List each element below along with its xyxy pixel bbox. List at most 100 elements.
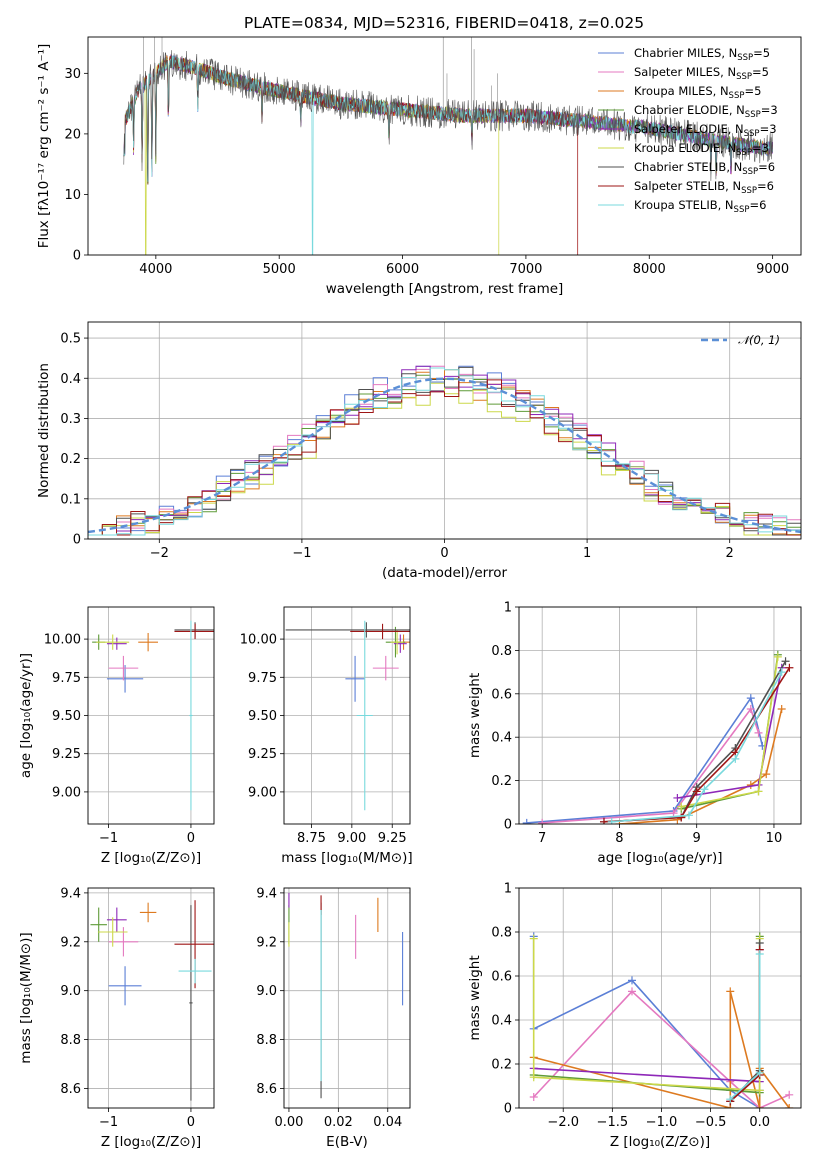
x-tick-label: 2 — [726, 546, 734, 561]
data-point-marker — [754, 787, 763, 796]
legend-label-main: Salpeter STELIB, N — [634, 179, 741, 193]
data-point-marker — [755, 1068, 764, 1077]
data-point-marker — [607, 817, 616, 824]
x-tick-label: 9000 — [756, 262, 789, 277]
plot-area — [285, 620, 410, 811]
errorbar-point — [372, 655, 399, 681]
legend-label-main: Salpeter MILES, N — [634, 65, 736, 79]
y-tick-label: 9.4 — [60, 886, 81, 901]
y-tick-label: 9.25 — [248, 747, 277, 762]
y-tick-label: 9.2 — [60, 935, 81, 950]
y-axis-label: Normed distribution — [36, 363, 52, 498]
errorbar-point — [345, 655, 365, 702]
y-tick-label: 9.75 — [248, 671, 277, 686]
x-axis-label: Z [log₁₀(Z/Z⊙)] — [610, 1134, 710, 1150]
x-tick-label: 5000 — [263, 262, 296, 277]
data-point-marker — [781, 657, 790, 666]
y-axis-label: age [log₁₀(age/yr)] — [18, 653, 34, 778]
y-tick-label: 1 — [504, 601, 512, 616]
y-tick-label: 0.4 — [491, 731, 512, 746]
legend-label-main: Kroupa STELIB, N — [634, 198, 734, 212]
y-tick-label: 10 — [64, 188, 81, 203]
y-tick-label: 9.2 — [256, 935, 277, 950]
legend-label: Salpeter STELIB, NSSP=6 — [634, 179, 774, 196]
legend-label: 𝒩(0, 1) — [738, 333, 780, 347]
legend-label-suffix: =6 — [749, 198, 766, 212]
y-tick-label: 1 — [504, 882, 512, 897]
data-point-marker — [692, 787, 701, 796]
y-tick-label: 9.75 — [52, 671, 81, 686]
data-point-marker — [754, 728, 763, 737]
y-tick-label: 0.2 — [60, 452, 81, 467]
mass-vs-metallicity-panel: −1 0 8.6 8.8 9.0 9.2 9.4 Z [log₁₀(Z/Z⊙)] mass [l… — [18, 886, 215, 1150]
legend-label-suffix: =5 — [753, 46, 770, 60]
x-axis-label: mass [log₁₀(M/M⊙)] — [281, 850, 412, 866]
x-tick-label: 8 — [615, 831, 623, 846]
data-point-marker — [777, 668, 786, 677]
legend-label-suffix: =3 — [760, 122, 777, 136]
x-tick-label: 0.00 — [274, 1115, 303, 1130]
series-line — [533, 991, 790, 1108]
legend-label-sub: SSP — [744, 129, 760, 139]
x-tick-label: −0.5 — [695, 1115, 727, 1130]
legend-label: Chabrier MILES, NSSP=5 — [634, 46, 770, 63]
x-tick-label: −2.0 — [547, 1115, 579, 1130]
y-tick-label: 0.4 — [491, 1014, 512, 1029]
histogram-series-step — [88, 367, 801, 536]
errorbar-point — [189, 905, 193, 1101]
data-point-marker — [684, 811, 693, 820]
age-vs-mass-panel: 8.75 9.00 9.25 9.00 9.25 9.50 9.75 10.00 mass [l… — [240, 606, 413, 866]
x-tick-label: 9.25 — [378, 831, 407, 846]
mass-vs-ebv-panel: 0.00 0.02 0.04 8.6 8.8 9.0 9.2 9.4 E(B-V) — [256, 886, 411, 1150]
y-tick-label: 0.1 — [60, 492, 81, 507]
grid-lines — [88, 607, 214, 824]
series-line — [532, 938, 761, 1092]
legend-label-sub: SSP — [745, 110, 761, 120]
x-tick-label: −2 — [150, 546, 169, 561]
y-axis-label: Flux [fλ10⁻¹⁷ erg cm⁻² s⁻¹ A⁻¹] — [36, 44, 52, 249]
data-point-marker — [773, 652, 782, 661]
y-tick-label: 9.25 — [52, 747, 81, 762]
data-point-marker — [677, 802, 686, 811]
y-tick-label: 9.50 — [52, 709, 81, 724]
errorbar-point — [390, 629, 404, 655]
legend-label-main: Salpeter ELODIE, N — [634, 122, 744, 136]
data-point-marker — [529, 1073, 538, 1082]
grid-lines — [284, 607, 410, 824]
y-axis-label: mass weight — [467, 955, 483, 1040]
errorbar-point — [108, 655, 139, 681]
data-point-marker — [731, 754, 740, 763]
x-axis-label: E(B-V) — [326, 1134, 368, 1150]
legend-label-sub: SSP — [736, 148, 752, 158]
data-point-marker — [529, 934, 538, 943]
legend-label-suffix: =6 — [757, 179, 774, 193]
data-point-marker — [785, 663, 794, 672]
y-tick-label: 30 — [64, 67, 81, 82]
y-tick-label: 0.8 — [491, 926, 512, 941]
legend-label-sub: SSP — [729, 91, 745, 101]
axes-frame — [283, 887, 411, 1109]
x-axis-label: age [log₁₀(age/yr)] — [597, 850, 722, 866]
series-line — [542, 707, 760, 824]
y-tick-label: 0.4 — [60, 372, 81, 387]
errorbar-point — [90, 907, 107, 942]
spectrum-series-line — [123, 55, 579, 255]
axes-frame — [87, 321, 802, 540]
y-tick-label: 20 — [64, 127, 81, 142]
x-tick-label: 0 — [187, 831, 195, 846]
legend-label-sub: SSP — [734, 205, 750, 215]
data-point-marker — [746, 694, 755, 703]
errorbar-point — [106, 665, 144, 693]
x-tick-label: 10 — [766, 831, 783, 846]
x-tick-label: 0.04 — [373, 1115, 402, 1130]
errorbar-point — [106, 907, 127, 932]
legend-label-main: Chabrier ELODIE, N — [634, 103, 745, 117]
errorbar-point — [285, 622, 410, 638]
data-point-marker — [522, 818, 531, 824]
y-axis-label: mass weight — [467, 673, 483, 758]
x-tick-label: 0 — [187, 1115, 195, 1130]
data-point-marker — [785, 1104, 794, 1108]
spectrum-series-line — [123, 50, 773, 185]
x-tick-label: 7 — [538, 831, 546, 846]
